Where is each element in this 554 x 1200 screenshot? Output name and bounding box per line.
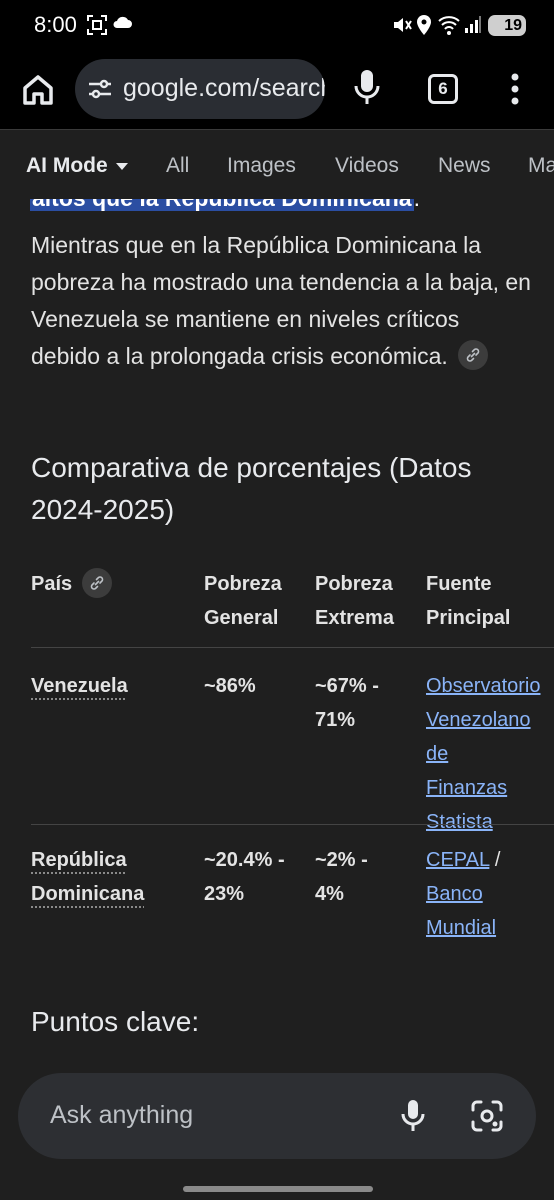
cell-general: ~86% (204, 675, 256, 697)
mute-icon (392, 14, 412, 41)
table-header-extrema: Pobreza Extrema (315, 573, 394, 629)
home-button[interactable] (18, 70, 58, 110)
source-link-chip[interactable] (458, 339, 489, 370)
ask-input-bar[interactable]: Ask anything (18, 1073, 536, 1159)
table-header-general: Pobreza General (204, 573, 282, 629)
table-header-source: Fuente Principal (426, 573, 511, 629)
voice-search-icon[interactable] (353, 68, 381, 113)
source-link[interactable]: Banco Mundial (426, 883, 497, 939)
tab-more[interactable]: Ma (528, 154, 554, 177)
status-time: 8:00 (34, 12, 77, 37)
cell-extrema: ~67% - 71% (315, 675, 379, 731)
cell-source: Observatorio Venezolano de Finanzas Stat… (426, 669, 554, 839)
tab-images[interactable]: Images (227, 154, 296, 177)
battery-indicator: 19 (488, 15, 526, 36)
search-tabs: AI Mode All Images Videos News Ma (0, 131, 554, 199)
tab-news[interactable]: News (438, 154, 491, 177)
tab-switcher-button[interactable]: 6 (428, 74, 458, 104)
tab-all[interactable]: All (166, 154, 190, 177)
cloud-icon (112, 14, 132, 35)
cell-extrema: ~2% - 4% (315, 849, 368, 905)
country-name[interactable]: República Dominicana (31, 849, 145, 905)
table-header-country: País (31, 567, 112, 601)
signal-icon (464, 14, 482, 39)
summary-paragraph: Mientras que en la República Dominicana … (31, 227, 531, 375)
table-section-title: Comparativa de porcentajes (Datos 2024-2… (31, 452, 472, 525)
status-bar: 8:00 19 (0, 0, 554, 52)
location-icon (416, 14, 432, 41)
table-row: República Dominicana (31, 843, 181, 911)
url-text: google.com/search (123, 74, 325, 102)
address-bar[interactable]: google.com/search (75, 59, 325, 119)
highlighted-text: altos que la República Dominicana. (30, 199, 420, 212)
screenshot-icon (86, 14, 108, 41)
ask-input-placeholder[interactable]: Ask anything (50, 1101, 194, 1129)
highlight-tail: . (414, 199, 420, 211)
site-settings-icon[interactable] (87, 77, 113, 106)
table-divider (31, 647, 554, 648)
country-name[interactable]: Venezuela (31, 675, 128, 697)
source-link[interactable]: CEPAL (426, 849, 490, 871)
paragraph-text: Mientras que en la República Dominicana … (31, 232, 531, 369)
table-divider (31, 824, 554, 825)
gesture-bar[interactable] (183, 1186, 373, 1192)
wifi-icon (437, 14, 461, 41)
header-label: País (31, 573, 73, 595)
mic-icon[interactable] (400, 1099, 426, 1138)
tab-videos[interactable]: Videos (335, 154, 399, 177)
highlight-span: altos que la República Dominicana (30, 199, 414, 211)
header-link-chip[interactable] (81, 567, 112, 598)
table-row: Venezuela (31, 669, 128, 703)
google-lens-icon[interactable] (470, 1099, 504, 1138)
caret-down-icon (115, 162, 128, 170)
source-link[interactable]: Observatorio Venezolano de Finanzas (426, 675, 541, 799)
tab-label: AI Mode (26, 154, 108, 177)
tab-ai-mode[interactable]: AI Mode (26, 154, 128, 178)
key-points-title: Puntos clave: (31, 1006, 200, 1037)
cell-general: ~20.4% - 23% (204, 849, 285, 905)
source-separator: / (489, 849, 501, 871)
browser-toolbar: google.com/search 6 (0, 52, 554, 130)
ai-response: altos que la República Dominicana. Mient… (0, 199, 554, 1200)
cell-source: CEPAL / Banco Mundial (426, 843, 554, 945)
source-link[interactable]: Statista (426, 811, 493, 833)
more-options-icon[interactable] (510, 72, 520, 111)
